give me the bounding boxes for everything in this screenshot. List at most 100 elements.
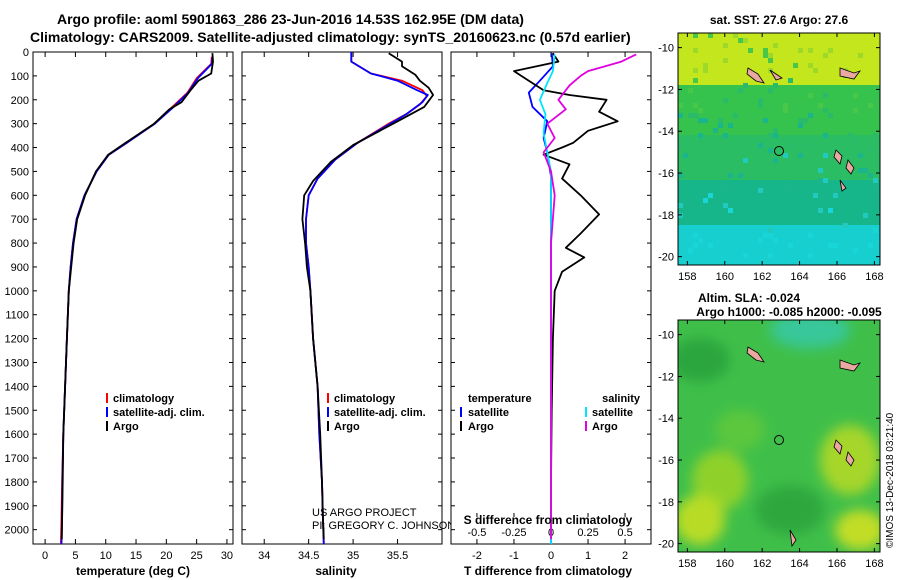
depth-tick-label: 700 xyxy=(11,214,29,226)
legend-label-satellite: satellite-adj. clim. xyxy=(113,407,205,419)
sst-pixel xyxy=(738,38,743,43)
sst-pixel xyxy=(758,143,763,148)
salinity-series xyxy=(301,52,434,544)
legend-label-climatology: climatology xyxy=(334,393,396,405)
depth-tick-label: 400 xyxy=(11,143,29,155)
legend-label-satellite: satellite-adj. clim. xyxy=(334,407,426,419)
sst-pixel xyxy=(723,203,728,208)
lat-tick-label: -16 xyxy=(658,168,674,180)
sst-pixel xyxy=(723,43,728,48)
sst-pixel xyxy=(678,173,683,178)
lon-tick-label: 162 xyxy=(753,558,771,570)
sst-pixel xyxy=(818,178,823,183)
sst-pixel xyxy=(773,83,778,88)
sst-pixel xyxy=(758,103,763,108)
sst-pixel xyxy=(833,193,838,198)
sla-map-label2: Argo h1000: -0.085 h2000: -0.095 xyxy=(696,305,882,319)
sst-pixel xyxy=(818,208,823,213)
sst-pixel xyxy=(728,123,733,128)
sst-pixel xyxy=(768,88,773,93)
sst-pixel xyxy=(868,173,873,178)
depth-tick-label: 800 xyxy=(11,238,29,250)
sst-pixel xyxy=(768,228,773,233)
sst-pixel xyxy=(758,98,763,103)
sla-map-frame xyxy=(677,319,881,553)
sst-pixel xyxy=(743,253,748,258)
difference-legend: temperature satellite Argo salinity sate… xyxy=(460,393,641,433)
sst-pixel xyxy=(693,48,698,53)
sst-pixel xyxy=(788,243,793,248)
lat-tick-label: -20 xyxy=(658,539,674,551)
depth-tick-label: 1600 xyxy=(5,429,29,441)
s-tick-label: 0.25 xyxy=(577,527,598,539)
sst-pixel xyxy=(823,153,828,158)
depth-tick-label: 200 xyxy=(11,95,29,107)
difference-xlabel-top: S difference from climatology xyxy=(464,513,633,527)
lon-tick-label: 168 xyxy=(865,558,883,570)
sst-pixel xyxy=(763,53,768,58)
sst-pixel xyxy=(848,133,853,138)
temperature-series xyxy=(60,53,214,544)
x-tick-label: 20 xyxy=(160,550,172,562)
sst-pixel xyxy=(768,58,773,63)
sst-pixel xyxy=(763,118,768,123)
sst-pixel xyxy=(798,118,803,123)
lat-tick-label: -10 xyxy=(658,330,674,342)
imos-watermark: ©IMOS 13-Dec-2018 03:21:40 xyxy=(885,412,896,548)
x-tick-label: 10 xyxy=(100,550,112,562)
sst-pixel xyxy=(843,223,848,228)
sst-pixel xyxy=(768,148,773,153)
sst-pixel xyxy=(723,58,728,63)
difference-series xyxy=(513,52,637,544)
sst-pixel xyxy=(728,173,733,178)
lat-tick-label: -18 xyxy=(658,497,674,509)
depth-tick-label: 1400 xyxy=(5,381,29,393)
legend-label-argo: Argo xyxy=(334,421,360,433)
lon-tick-label: 164 xyxy=(790,271,808,283)
lon-tick-label: 162 xyxy=(753,271,771,283)
salinity-panel: 34 34.5 35 35.5 climatology satellite-adj. … xyxy=(241,51,455,578)
depth-tick-label: 0 xyxy=(23,47,29,59)
sst-pixel xyxy=(868,103,873,108)
sst-pixel xyxy=(858,168,863,173)
sst-pixel xyxy=(808,113,813,118)
sst-pixel xyxy=(828,113,833,118)
sst-pixel xyxy=(698,108,703,113)
lon-tick-label: 166 xyxy=(828,271,846,283)
legend-label-sal-argo: Argo xyxy=(592,421,618,433)
sst-pixel xyxy=(723,183,728,188)
sst-pixel xyxy=(818,168,823,173)
sst-pixel xyxy=(813,193,818,198)
series-argo xyxy=(301,52,434,540)
sst-pixel xyxy=(868,148,873,153)
sst-pixel xyxy=(698,118,703,123)
sst-pixel xyxy=(758,188,763,193)
sst-pixel xyxy=(768,133,773,138)
sst-pixel xyxy=(748,48,753,53)
sst-pixel xyxy=(708,33,713,38)
lat-tick-label: -10 xyxy=(658,43,674,55)
sst-pixel xyxy=(793,63,798,68)
x-tick-label: -2 xyxy=(472,550,482,562)
sst-pixel xyxy=(698,238,703,243)
sst-pixel xyxy=(773,238,778,243)
lat-tick-label: -12 xyxy=(658,371,674,383)
sst-pixel xyxy=(698,138,703,143)
sst-pixel xyxy=(773,133,778,138)
sst-pixel xyxy=(858,153,863,158)
sst-band-teal xyxy=(678,180,880,225)
salinity-legend: climatology satellite-adj. clim. Argo xyxy=(327,393,426,433)
sst-pixel xyxy=(853,138,858,143)
sst-band-green xyxy=(678,85,880,135)
s-tick-label: -0.5 xyxy=(467,527,486,539)
sst-pixel xyxy=(708,193,713,198)
sst-pixel xyxy=(868,243,873,248)
sst-pixel xyxy=(733,33,738,38)
difference-xlabel: T difference from climatology xyxy=(464,564,632,578)
lon-tick-label: 160 xyxy=(716,271,734,283)
sst-pixel xyxy=(698,133,703,138)
sst-pixel xyxy=(828,208,833,213)
sst-map: sat. SST: 27.6 Argo: 27.6 158 160 162 164 16… xyxy=(658,13,883,283)
sst-pixel xyxy=(863,168,868,173)
x-tick-label: 0 xyxy=(548,550,554,562)
